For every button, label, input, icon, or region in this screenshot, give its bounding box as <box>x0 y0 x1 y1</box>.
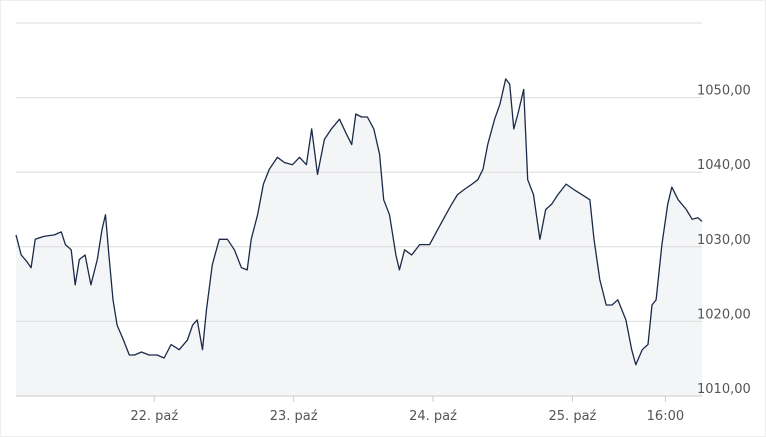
x-tick-label: 23. paź <box>270 409 318 424</box>
y-tick-label: 1010,00 <box>697 382 751 397</box>
y-tick-label: 1020,00 <box>697 307 751 322</box>
x-tick-label: 25. paź <box>549 409 597 424</box>
price-line <box>15 78 703 366</box>
x-tick-label: 24. paź <box>409 409 457 424</box>
y-tick-label: 1030,00 <box>697 233 751 248</box>
y-tick-label: 1050,00 <box>697 84 751 99</box>
y-tick-label: 1040,00 <box>697 158 751 173</box>
x-tick-label: 16:00 <box>647 409 684 424</box>
area <box>16 78 702 397</box>
x-tick-label: 22. paź <box>130 409 178 424</box>
